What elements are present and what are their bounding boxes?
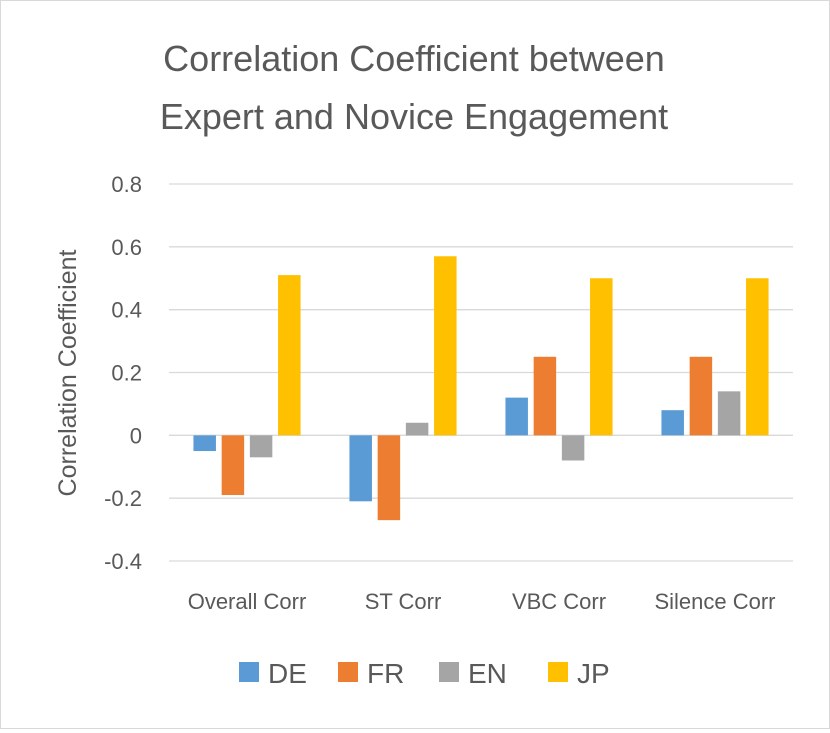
y-tick-label: 0.8 [111, 172, 142, 197]
bar-fr-0 [221, 435, 245, 496]
bar-fr-2 [533, 356, 557, 436]
y-tick-label: -0.4 [104, 549, 142, 574]
gridlines [169, 183, 793, 562]
bar-en-0 [249, 435, 273, 458]
y-tick-label: 0.4 [111, 298, 142, 323]
bar-de-0 [193, 435, 216, 452]
bar-en-3 [717, 391, 741, 436]
bar-jp-0 [278, 275, 301, 436]
chart-title-line-1: Correlation Coefficient between [163, 38, 665, 79]
bar-jp-2 [590, 278, 613, 436]
x-category-label: Overall Corr [188, 589, 307, 614]
y-axis-ticks: -0.4 -0.2 0 0.2 0.4 0.6 0.8 [104, 172, 142, 574]
y-tick-label: 0.2 [111, 361, 142, 386]
x-category-label: Silence Corr [654, 589, 775, 614]
legend-label-de: DE [268, 658, 307, 689]
bar-de-1 [349, 435, 372, 502]
legend-label-en: EN [468, 658, 507, 689]
bar-en-2 [561, 435, 585, 461]
x-axis-categories: Overall Corr ST Corr VBC Corr Silence Corr [188, 589, 776, 614]
legend-label-jp: JP [577, 658, 610, 689]
legend-swatch-fr [338, 662, 358, 682]
x-category-label: VBC Corr [512, 589, 606, 614]
bar-fr-3 [689, 356, 713, 436]
x-category-label: ST Corr [365, 589, 442, 614]
legend-swatch-de [239, 662, 259, 682]
bar-jp-1 [434, 256, 457, 436]
y-tick-label: 0.6 [111, 235, 142, 260]
chart-title-line-2: Expert and Novice Engagement [160, 96, 668, 137]
y-tick-label: -0.2 [104, 486, 142, 511]
legend: DE FR EN JP [239, 658, 610, 689]
bar-de-2 [505, 397, 528, 436]
y-tick-label: 0 [130, 423, 142, 448]
bar-de-3 [661, 410, 684, 436]
bar-en-1 [405, 422, 429, 436]
legend-swatch-jp [548, 662, 568, 682]
bar-jp-3 [746, 278, 769, 436]
legend-label-fr: FR [367, 658, 404, 689]
bars [193, 256, 769, 521]
legend-swatch-en [439, 662, 459, 682]
y-axis-label: Correlation Coefficient [54, 250, 82, 497]
bar-fr-1 [377, 435, 401, 521]
